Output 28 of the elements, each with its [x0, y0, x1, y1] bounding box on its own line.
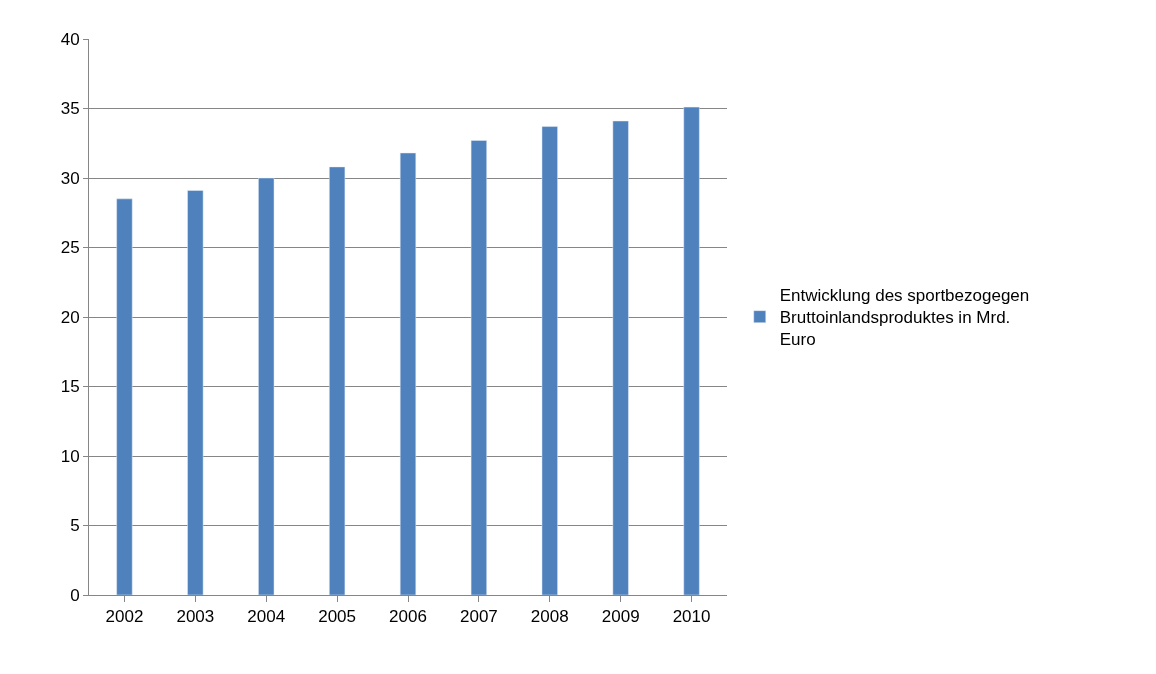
y-tick-label: 20: [60, 307, 80, 327]
x-tick-label: 2004: [247, 607, 286, 627]
bar: [329, 166, 346, 595]
y-tick-label: 25: [60, 238, 80, 258]
x-tick-label: 2008: [530, 607, 569, 627]
y-tick-label: 10: [60, 446, 80, 466]
y-tick-label: 35: [60, 99, 80, 119]
x-tick-label: 2010: [672, 607, 711, 627]
bar: [683, 106, 700, 595]
bar: [116, 198, 133, 595]
y-tick-label: 0: [70, 585, 80, 605]
y-tick-label: 40: [60, 29, 80, 49]
x-tick-label: 2009: [601, 607, 640, 627]
bar: [541, 126, 558, 595]
x-tick-label: 2005: [318, 607, 357, 627]
bar: [258, 177, 275, 595]
x-tick-label: 2002: [105, 607, 144, 627]
x-tick-label: 2007: [459, 607, 498, 627]
bar: [187, 190, 204, 595]
y-tick-label: 5: [70, 516, 80, 536]
legend-label: Entwicklung des sportbezogegen Bruttoinlandsproduktes in Mrd. Euro: [779, 286, 1030, 350]
bar: [399, 152, 417, 595]
x-tick-label: 2006: [389, 607, 427, 627]
x-tick-label: 2003: [176, 607, 215, 627]
bar: [470, 140, 487, 595]
bar: [612, 120, 629, 595]
y-tick-label: 15: [60, 377, 80, 397]
y-tick-label: 30: [60, 168, 80, 188]
